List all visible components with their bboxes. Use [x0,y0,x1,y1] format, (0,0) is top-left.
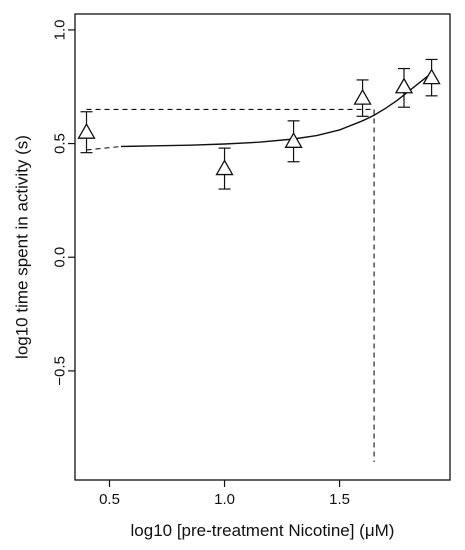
fitted-curve [120,72,433,148]
data-points [77,58,441,190]
axes [68,13,451,487]
data-point-triangle [77,122,96,139]
data-point-triangle [394,77,414,94]
plot-frame [74,13,451,481]
data-point-triangle [353,88,372,105]
y-tick-label: 0.5 [52,133,69,154]
data-point-triangle [215,159,234,176]
y-axis-title: log10 time spent in activity (s) [13,135,32,359]
y-tick-label: 1.0 [52,19,69,40]
x-tick-label: 1.0 [214,491,235,508]
extrapolation-dashed-line [86,145,122,151]
tick-labels: 0.5 1.0 1.5 −0.5 0.0 0.5 1.0 [52,19,351,508]
curve-layer [86,72,433,462]
x-tick-label: 0.5 [99,491,120,508]
data-point-triangle [284,131,303,148]
x-tick-label: 1.5 [329,491,350,508]
data-point-triangle [422,68,441,85]
y-tick-label: 0.0 [52,247,69,268]
y-tick-label: −0.5 [52,356,69,386]
x-axis-title: log10 [pre-treatment Nicotine] (μM) [131,521,395,540]
